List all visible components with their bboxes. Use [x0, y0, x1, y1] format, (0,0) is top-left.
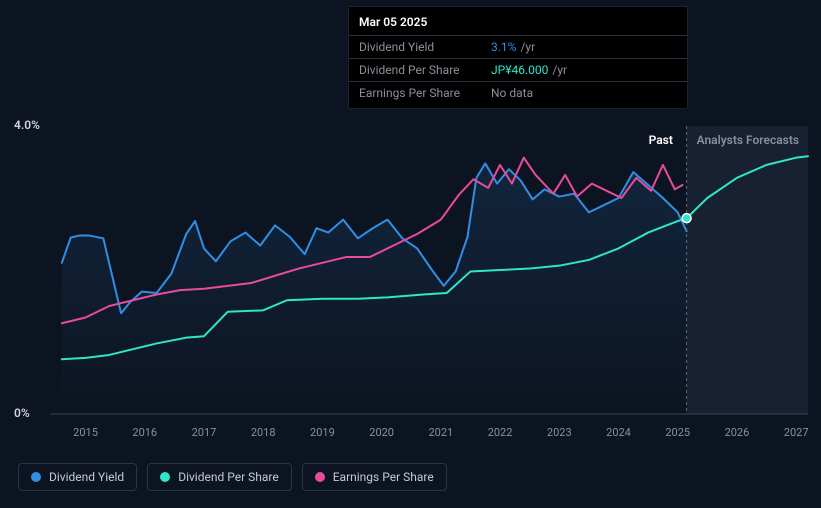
tooltip-row-dividend-yield: Dividend Yield 3.1% /yr — [349, 36, 687, 59]
x-axis-label: 2022 — [488, 426, 513, 439]
legend-swatch — [160, 472, 170, 482]
region-label-past: Past — [649, 133, 673, 147]
x-axis-label: 2023 — [547, 426, 572, 439]
legend-label: Dividend Yield — [49, 470, 124, 484]
tooltip-value: 3.1% — [491, 40, 516, 54]
x-axis-label: 2020 — [369, 426, 394, 439]
legend-item-earnings-per-share[interactable]: Earnings Per Share — [302, 463, 447, 491]
tooltip-row-earnings-per-share: Earnings Per Share No data — [349, 82, 687, 104]
x-axis-label: 2019 — [310, 426, 335, 439]
tooltip-suffix: /yr — [520, 40, 535, 54]
x-axis-label: 2018 — [251, 426, 276, 439]
tooltip-label: Dividend Yield — [359, 40, 491, 54]
legend-swatch — [31, 472, 41, 482]
x-axis-label: 2017 — [192, 426, 217, 439]
x-axis-label: 2021 — [428, 426, 453, 439]
legend-label: Dividend Per Share — [178, 470, 279, 484]
chart-legend: Dividend Yield Dividend Per Share Earnin… — [18, 463, 447, 491]
x-axis-label: 2015 — [73, 426, 98, 439]
tooltip-value: No data — [491, 86, 533, 100]
dividend-chart: Past Analysts Forecasts Mar 05 2025 Divi… — [0, 0, 821, 508]
tooltip-label: Earnings Per Share — [359, 86, 491, 100]
legend-item-dividend-per-share[interactable]: Dividend Per Share — [147, 463, 292, 491]
tooltip-date: Mar 05 2025 — [349, 13, 687, 36]
y-axis-label: 0% — [14, 406, 30, 420]
legend-swatch — [315, 472, 325, 482]
tooltip-row-dividend-per-share: Dividend Per Share JP¥46.000 /yr — [349, 59, 687, 82]
y-axis-label: 4.0% — [14, 118, 40, 132]
legend-label: Earnings Per Share — [333, 470, 434, 484]
tooltip-value: JP¥46.000 — [491, 63, 548, 77]
x-axis-label: 2016 — [132, 426, 157, 439]
x-axis-label: 2024 — [606, 426, 631, 439]
x-axis-label: 2027 — [784, 426, 809, 439]
x-axis-label: 2026 — [725, 426, 750, 439]
x-axis-label: 2025 — [665, 426, 690, 439]
legend-item-dividend-yield[interactable]: Dividend Yield — [18, 463, 137, 491]
chart-tooltip: Mar 05 2025 Dividend Yield 3.1% /yr Divi… — [348, 6, 688, 109]
region-label-forecast: Analysts Forecasts — [697, 133, 799, 147]
tooltip-label: Dividend Per Share — [359, 63, 491, 77]
tooltip-suffix: /yr — [552, 63, 567, 77]
